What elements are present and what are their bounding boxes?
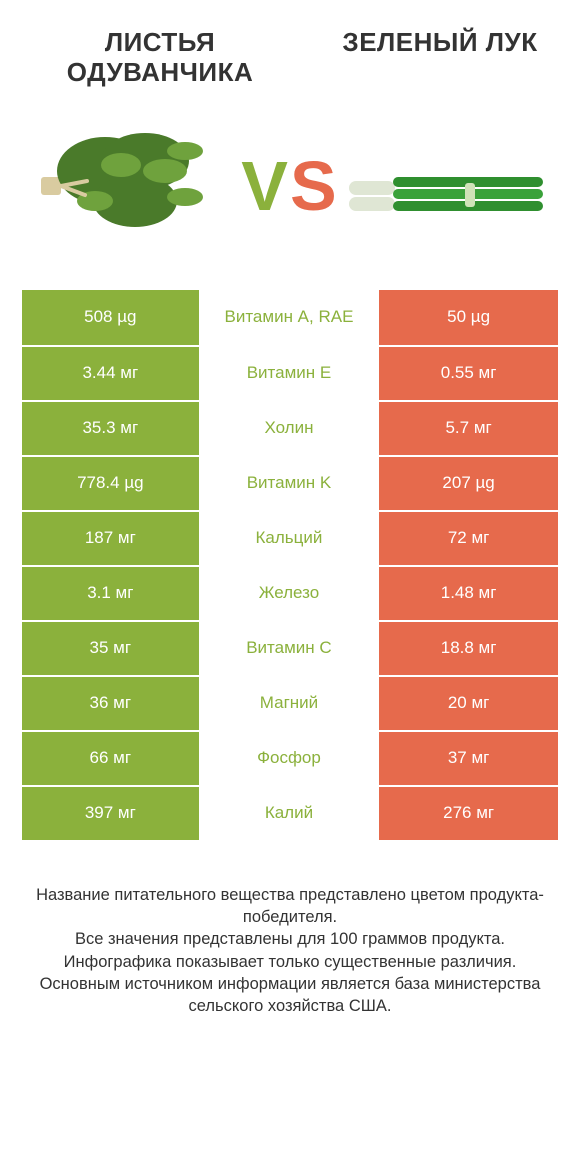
nutrient-label: Витамин C bbox=[201, 622, 380, 675]
green-onion-icon bbox=[345, 111, 545, 261]
title-right: Зеленый Лук bbox=[340, 28, 540, 88]
value-left: 397 мг bbox=[22, 787, 201, 840]
table-row: 778.4 µgВитамин K207 µg bbox=[22, 455, 558, 510]
value-right: 20 мг bbox=[379, 677, 558, 730]
dandelion-greens-icon bbox=[35, 111, 235, 261]
nutrient-label: Фосфор bbox=[201, 732, 380, 785]
nutrient-label: Витамин K bbox=[201, 457, 380, 510]
nutrient-label: Кальций bbox=[201, 512, 380, 565]
value-left: 778.4 µg bbox=[22, 457, 201, 510]
value-left: 3.1 мг bbox=[22, 567, 201, 620]
footer: Название питательного вещества представл… bbox=[0, 840, 580, 1018]
value-right: 72 мг bbox=[379, 512, 558, 565]
vs-badge: VS bbox=[235, 151, 344, 221]
table-row: 3.44 мгВитамин E0.55 мг bbox=[22, 345, 558, 400]
value-right: 0.55 мг bbox=[379, 347, 558, 400]
header: Листья Одуванчика Зеленый Лук bbox=[0, 0, 580, 100]
table-row: 3.1 мгЖелезо1.48 мг bbox=[22, 565, 558, 620]
table-row: 508 µgВитамин A, RAE50 µg bbox=[22, 290, 558, 345]
infographic-root: Листья Одуванчика Зеленый Лук bbox=[0, 0, 580, 1174]
value-left: 187 мг bbox=[22, 512, 201, 565]
value-right: 18.8 мг bbox=[379, 622, 558, 675]
table-row: 187 мгКальций72 мг bbox=[22, 510, 558, 565]
comparison-table: 508 µgВитамин A, RAE50 µg3.44 мгВитамин … bbox=[0, 290, 580, 840]
footer-line: Инфографика показывает только существенн… bbox=[28, 951, 552, 973]
table-row: 397 мгКалий276 мг bbox=[22, 785, 558, 840]
footer-line: Все значения представлены для 100 граммо… bbox=[28, 928, 552, 950]
table-row: 36 мгМагний20 мг bbox=[22, 675, 558, 730]
nutrient-label: Магний bbox=[201, 677, 380, 730]
value-right: 50 µg bbox=[379, 290, 558, 345]
food-image-right bbox=[345, 111, 545, 261]
value-right: 5.7 мг bbox=[379, 402, 558, 455]
nutrient-label: Калий bbox=[201, 787, 380, 840]
value-left: 35.3 мг bbox=[22, 402, 201, 455]
nutrient-label: Холин bbox=[201, 402, 380, 455]
title-left: Листья Одуванчика bbox=[40, 28, 280, 88]
value-left: 3.44 мг bbox=[22, 347, 201, 400]
table-row: 35.3 мгХолин5.7 мг bbox=[22, 400, 558, 455]
footer-line: Название питательного вещества представл… bbox=[28, 884, 552, 929]
hero-row: VS bbox=[0, 100, 580, 290]
nutrient-label: Железо bbox=[201, 567, 380, 620]
nutrient-label: Витамин A, RAE bbox=[201, 290, 380, 345]
value-left: 508 µg bbox=[22, 290, 201, 345]
nutrient-label: Витамин E bbox=[201, 347, 380, 400]
table-row: 66 мгФосфор37 мг bbox=[22, 730, 558, 785]
value-left: 66 мг bbox=[22, 732, 201, 785]
value-right: 207 µg bbox=[379, 457, 558, 510]
table-row: 35 мгВитамин C18.8 мг bbox=[22, 620, 558, 675]
value-right: 37 мг bbox=[379, 732, 558, 785]
footer-line: Основным источником информации является … bbox=[28, 973, 552, 1018]
value-left: 35 мг bbox=[22, 622, 201, 675]
food-image-left bbox=[35, 111, 235, 261]
vs-s: S bbox=[290, 147, 339, 225]
vs-v: V bbox=[241, 147, 290, 225]
value-left: 36 мг bbox=[22, 677, 201, 730]
value-right: 276 мг bbox=[379, 787, 558, 840]
value-right: 1.48 мг bbox=[379, 567, 558, 620]
